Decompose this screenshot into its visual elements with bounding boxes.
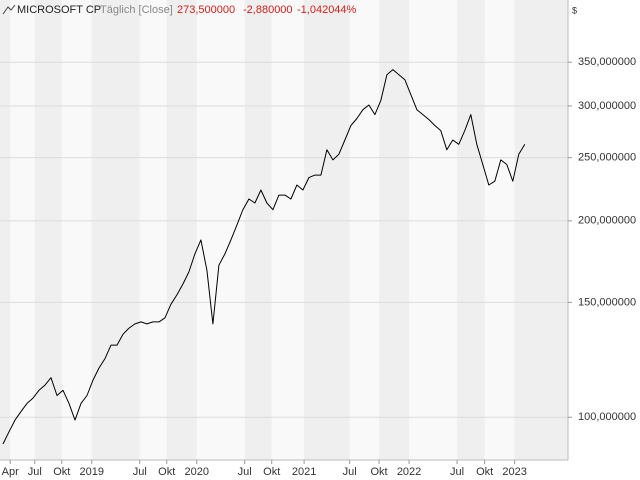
band	[91, 0, 140, 460]
chart-subtitle: Täglich [Close]	[100, 4, 173, 16]
grid	[0, 61, 568, 418]
last-price: 273,500000	[177, 4, 235, 16]
x-tick-label: Jul	[133, 466, 147, 478]
band	[457, 0, 485, 460]
y-tick-label: 200,000000	[578, 215, 636, 227]
x-tick-label: Okt	[53, 466, 70, 478]
band	[10, 0, 35, 460]
band	[61, 0, 92, 460]
chart-title: MICROSOFT CP	[17, 4, 101, 16]
band	[244, 0, 272, 460]
band	[379, 0, 410, 460]
x-tick-label: Jul	[28, 466, 42, 478]
x-tick-label: 2021	[292, 466, 316, 478]
y-tick-label: 300,000000	[578, 100, 636, 112]
band	[0, 0, 11, 460]
bands	[0, 0, 568, 460]
band	[139, 0, 167, 460]
x-tick-label: Jul	[343, 466, 357, 478]
change: -2,880000	[243, 4, 293, 16]
band	[196, 0, 245, 460]
y-tick-label: 150,000000	[578, 296, 636, 308]
x-tick-label: Okt	[158, 466, 175, 478]
y-unit: $	[572, 5, 577, 15]
band	[349, 0, 380, 460]
band	[514, 0, 568, 460]
x-tick-label: Okt	[263, 466, 280, 478]
x-tick-label: 2019	[80, 466, 104, 478]
x-tick-label: Jul	[450, 466, 464, 478]
x-tick-label: 2022	[397, 466, 421, 478]
x-tick-label: Okt	[371, 466, 388, 478]
chart-icon	[2, 4, 16, 15]
y-tick-label: 100,000000	[578, 411, 636, 423]
band	[409, 0, 458, 460]
x-tick-label: Apr	[2, 466, 19, 478]
x-tick-label: 2023	[502, 466, 526, 478]
y-tick-label: 350,000000	[578, 56, 636, 68]
y-tick-label: 250,000000	[578, 152, 636, 164]
band	[166, 0, 197, 460]
price-line	[2, 69, 526, 445]
band	[304, 0, 350, 460]
change-percent: -1,042044%	[297, 4, 357, 16]
x-tick-label: Jul	[238, 466, 252, 478]
band	[271, 0, 305, 460]
band	[34, 0, 62, 460]
x-tick-label: Okt	[476, 466, 493, 478]
band	[484, 0, 515, 460]
x-tick-label: 2020	[184, 466, 208, 478]
